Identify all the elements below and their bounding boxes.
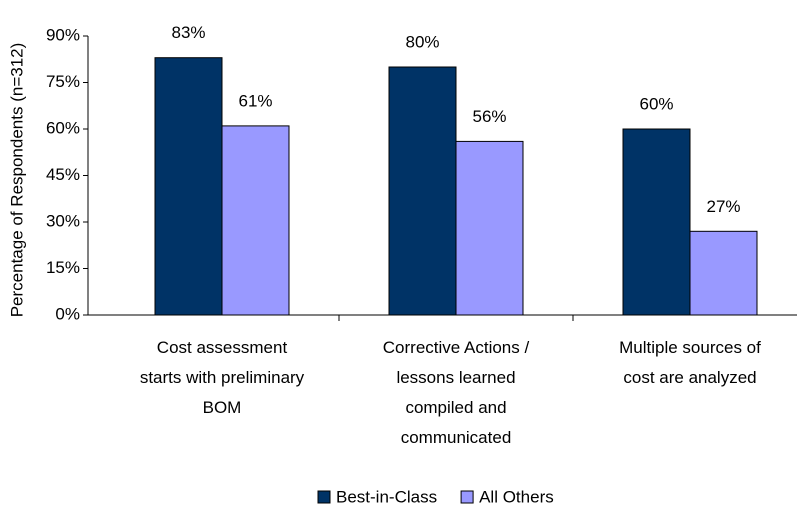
legend-swatch [317,490,331,504]
value-label: 27% [706,197,740,216]
value-label: 83% [171,23,205,42]
y-tick-label: 15% [46,258,80,277]
bar [221,125,290,316]
value-label: 61% [238,91,272,110]
bar [689,230,758,316]
bar [622,128,691,316]
value-label: 56% [472,107,506,126]
x-tick-label: Cost assessment starts with preliminary … [139,338,305,417]
bar [388,66,457,316]
x-tick-label: Multiple sources of cost are analyzed [619,338,761,387]
legend-swatch [460,490,474,504]
bar [455,140,524,316]
y-tick-label: 90% [46,25,80,44]
bar [154,57,223,316]
y-tick-label: 60% [46,118,80,137]
legend-label: All Others [479,487,554,506]
y-tick-label: 45% [46,165,80,184]
y-tick-label: 75% [46,72,80,91]
legend-label: Best-in-Class [336,487,437,506]
y-axis-label: Percentage of Respondents (n=312) [7,43,26,318]
value-label: 60% [639,94,673,113]
y-tick-label: 30% [46,211,80,230]
y-tick-label: 0% [55,304,80,323]
x-tick-label: Corrective Actions / lessons learned com… [382,338,530,447]
value-label: 80% [405,32,439,51]
